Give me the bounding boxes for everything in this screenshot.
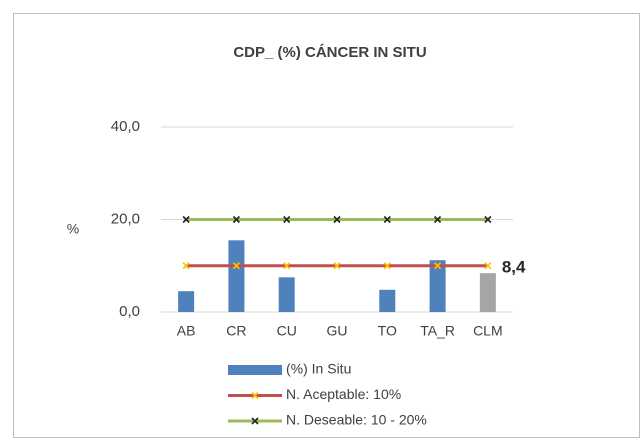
- bar: [429, 260, 446, 312]
- line-marker: [434, 215, 442, 224]
- legend-marker: [251, 391, 259, 400]
- x-tick-label: CLM: [473, 323, 503, 339]
- legend-marker: [251, 417, 259, 425]
- bar: [278, 277, 295, 312]
- x-tick-label: GU: [327, 323, 348, 339]
- x-tick-label: TO: [378, 323, 397, 339]
- chart-title: CDP_ (%) CÁNCER IN SITU: [233, 44, 426, 61]
- line-marker: [484, 262, 492, 270]
- y-axis-label: %: [67, 221, 79, 237]
- x-tick-label: TA_R: [420, 323, 455, 339]
- bar: [228, 240, 245, 312]
- chart-border: [13, 13, 640, 438]
- legend-swatch: [228, 365, 282, 375]
- line-marker: [182, 215, 190, 224]
- legend-label: (%) In Situ: [286, 361, 351, 377]
- bar: [379, 289, 396, 312]
- data-label: 8,4: [502, 258, 526, 277]
- x-tick-label: CU: [277, 323, 297, 339]
- y-tick-label: 20,0: [111, 210, 140, 227]
- x-tick-label: AB: [177, 323, 196, 339]
- line-marker: [333, 215, 341, 224]
- line-marker: [232, 215, 240, 224]
- line-marker: [484, 215, 492, 224]
- line-marker: [283, 215, 291, 224]
- line-marker: [383, 215, 391, 224]
- line-marker: [434, 262, 442, 270]
- x-tick-label: CR: [226, 323, 246, 339]
- legend-label: N. Deseable: 10 - 20%: [286, 412, 427, 428]
- line-marker: [333, 262, 341, 270]
- line-marker: [182, 262, 190, 270]
- legend-label: N. Aceptable: 10%: [286, 386, 401, 402]
- bar: [479, 273, 496, 312]
- line-marker: [232, 262, 240, 270]
- bar: [178, 291, 195, 312]
- line-marker: [283, 262, 291, 270]
- y-tick-label: 40,0: [111, 118, 140, 135]
- line-marker: [383, 262, 391, 270]
- y-tick-label: 0,0: [119, 303, 140, 320]
